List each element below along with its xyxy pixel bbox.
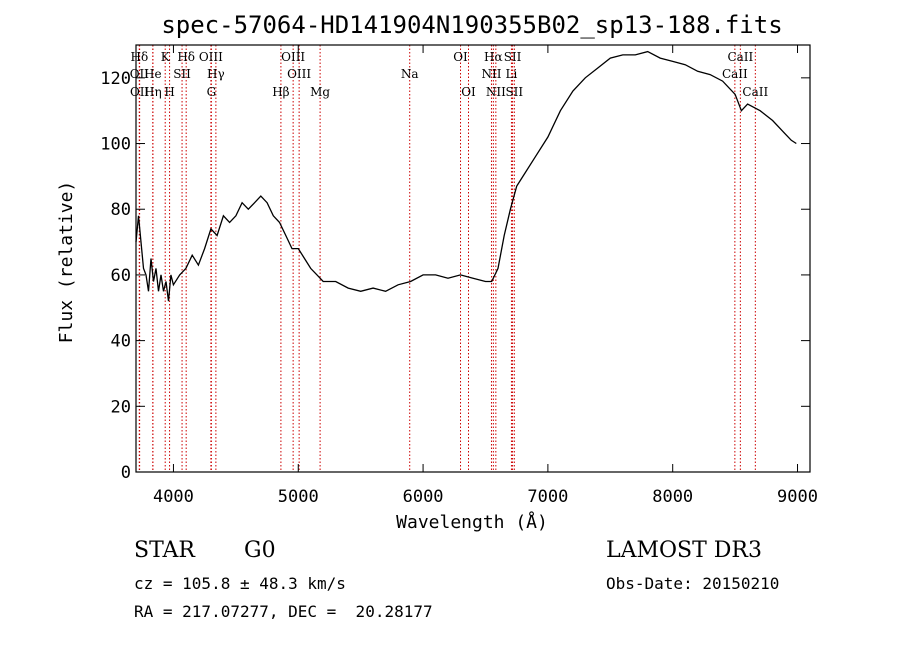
x-tick-label: 7000 [527,487,568,507]
line-marker-label: OIII [281,50,305,64]
line-marker-label: OII [130,85,150,99]
line-marker-label: Hδ [177,50,195,64]
x-tick-label: 5000 [278,487,319,507]
line-marker-label: H [164,85,174,99]
line-marker-label: G [207,85,217,99]
line-marker-label: SII [504,50,522,64]
line-marker-label: OIII [287,67,311,81]
y-tick-label: 40 [111,332,131,352]
line-marker-label: SII [173,67,191,81]
line-marker-label: CaII [727,50,753,64]
y-tick-label: 20 [111,397,131,417]
line-marker-label: Li [506,67,518,81]
y-tick-label: 60 [111,266,131,286]
line-marker-label: Hα [484,50,503,64]
spectral-line-markers [138,45,756,472]
plot-frame [135,44,811,473]
object-subclass: G0 [244,538,276,563]
y-tick-label: 0 [121,463,131,483]
line-marker-label: Hδ [131,50,149,64]
line-marker-label: SII [505,85,523,99]
chart-title: spec-57064-HD141904N190355B02_sp13-188.f… [161,11,782,39]
line-marker-label: NII [486,85,506,99]
x-tick-label: 8000 [652,487,693,507]
x-tick-label: 6000 [403,487,444,507]
y-axis-ticks: 0 20 40 60 80 100 120 [100,69,810,483]
line-marker-label: OI [453,50,468,64]
line-marker-label: Hγ [207,67,225,81]
y-tick-label: 100 [100,135,131,155]
observation-date: Obs-Date: 20150210 [606,574,780,593]
x-axis-label: Wavelength (Å) [396,511,548,533]
line-marker-label: NII [481,67,501,81]
ra-dec-coordinates: RA = 217.07277, DEC = 20.28177 [134,602,433,621]
x-tick-label: 4000 [153,487,194,507]
y-tick-label: 120 [100,69,131,89]
line-marker-label: Na [401,67,419,81]
object-class: STAR [134,538,195,563]
x-tick-label: 9000 [777,487,818,507]
survey-name: LAMOST DR3 [606,538,762,563]
line-marker-label: CaII [742,85,768,99]
flux-line [135,50,797,302]
line-marker-label: OIII [199,50,223,64]
y-axis-label: Flux (relative) [56,181,77,344]
redshift-velocity: cz = 105.8 ± 48.3 km/s [134,574,346,593]
line-marker-label: Hη [144,85,162,99]
line-marker-label: K [161,50,171,64]
line-marker-label: Mg [310,85,330,99]
line-marker-label: CaII [722,67,748,81]
y-tick-label: 80 [111,200,131,220]
x-axis-ticks: 4000 5000 6000 7000 8000 9000 [153,45,818,507]
line-marker-label: Hβ [272,85,289,99]
line-marker-label: OI [461,85,476,99]
line-marker-label: He [144,67,162,81]
